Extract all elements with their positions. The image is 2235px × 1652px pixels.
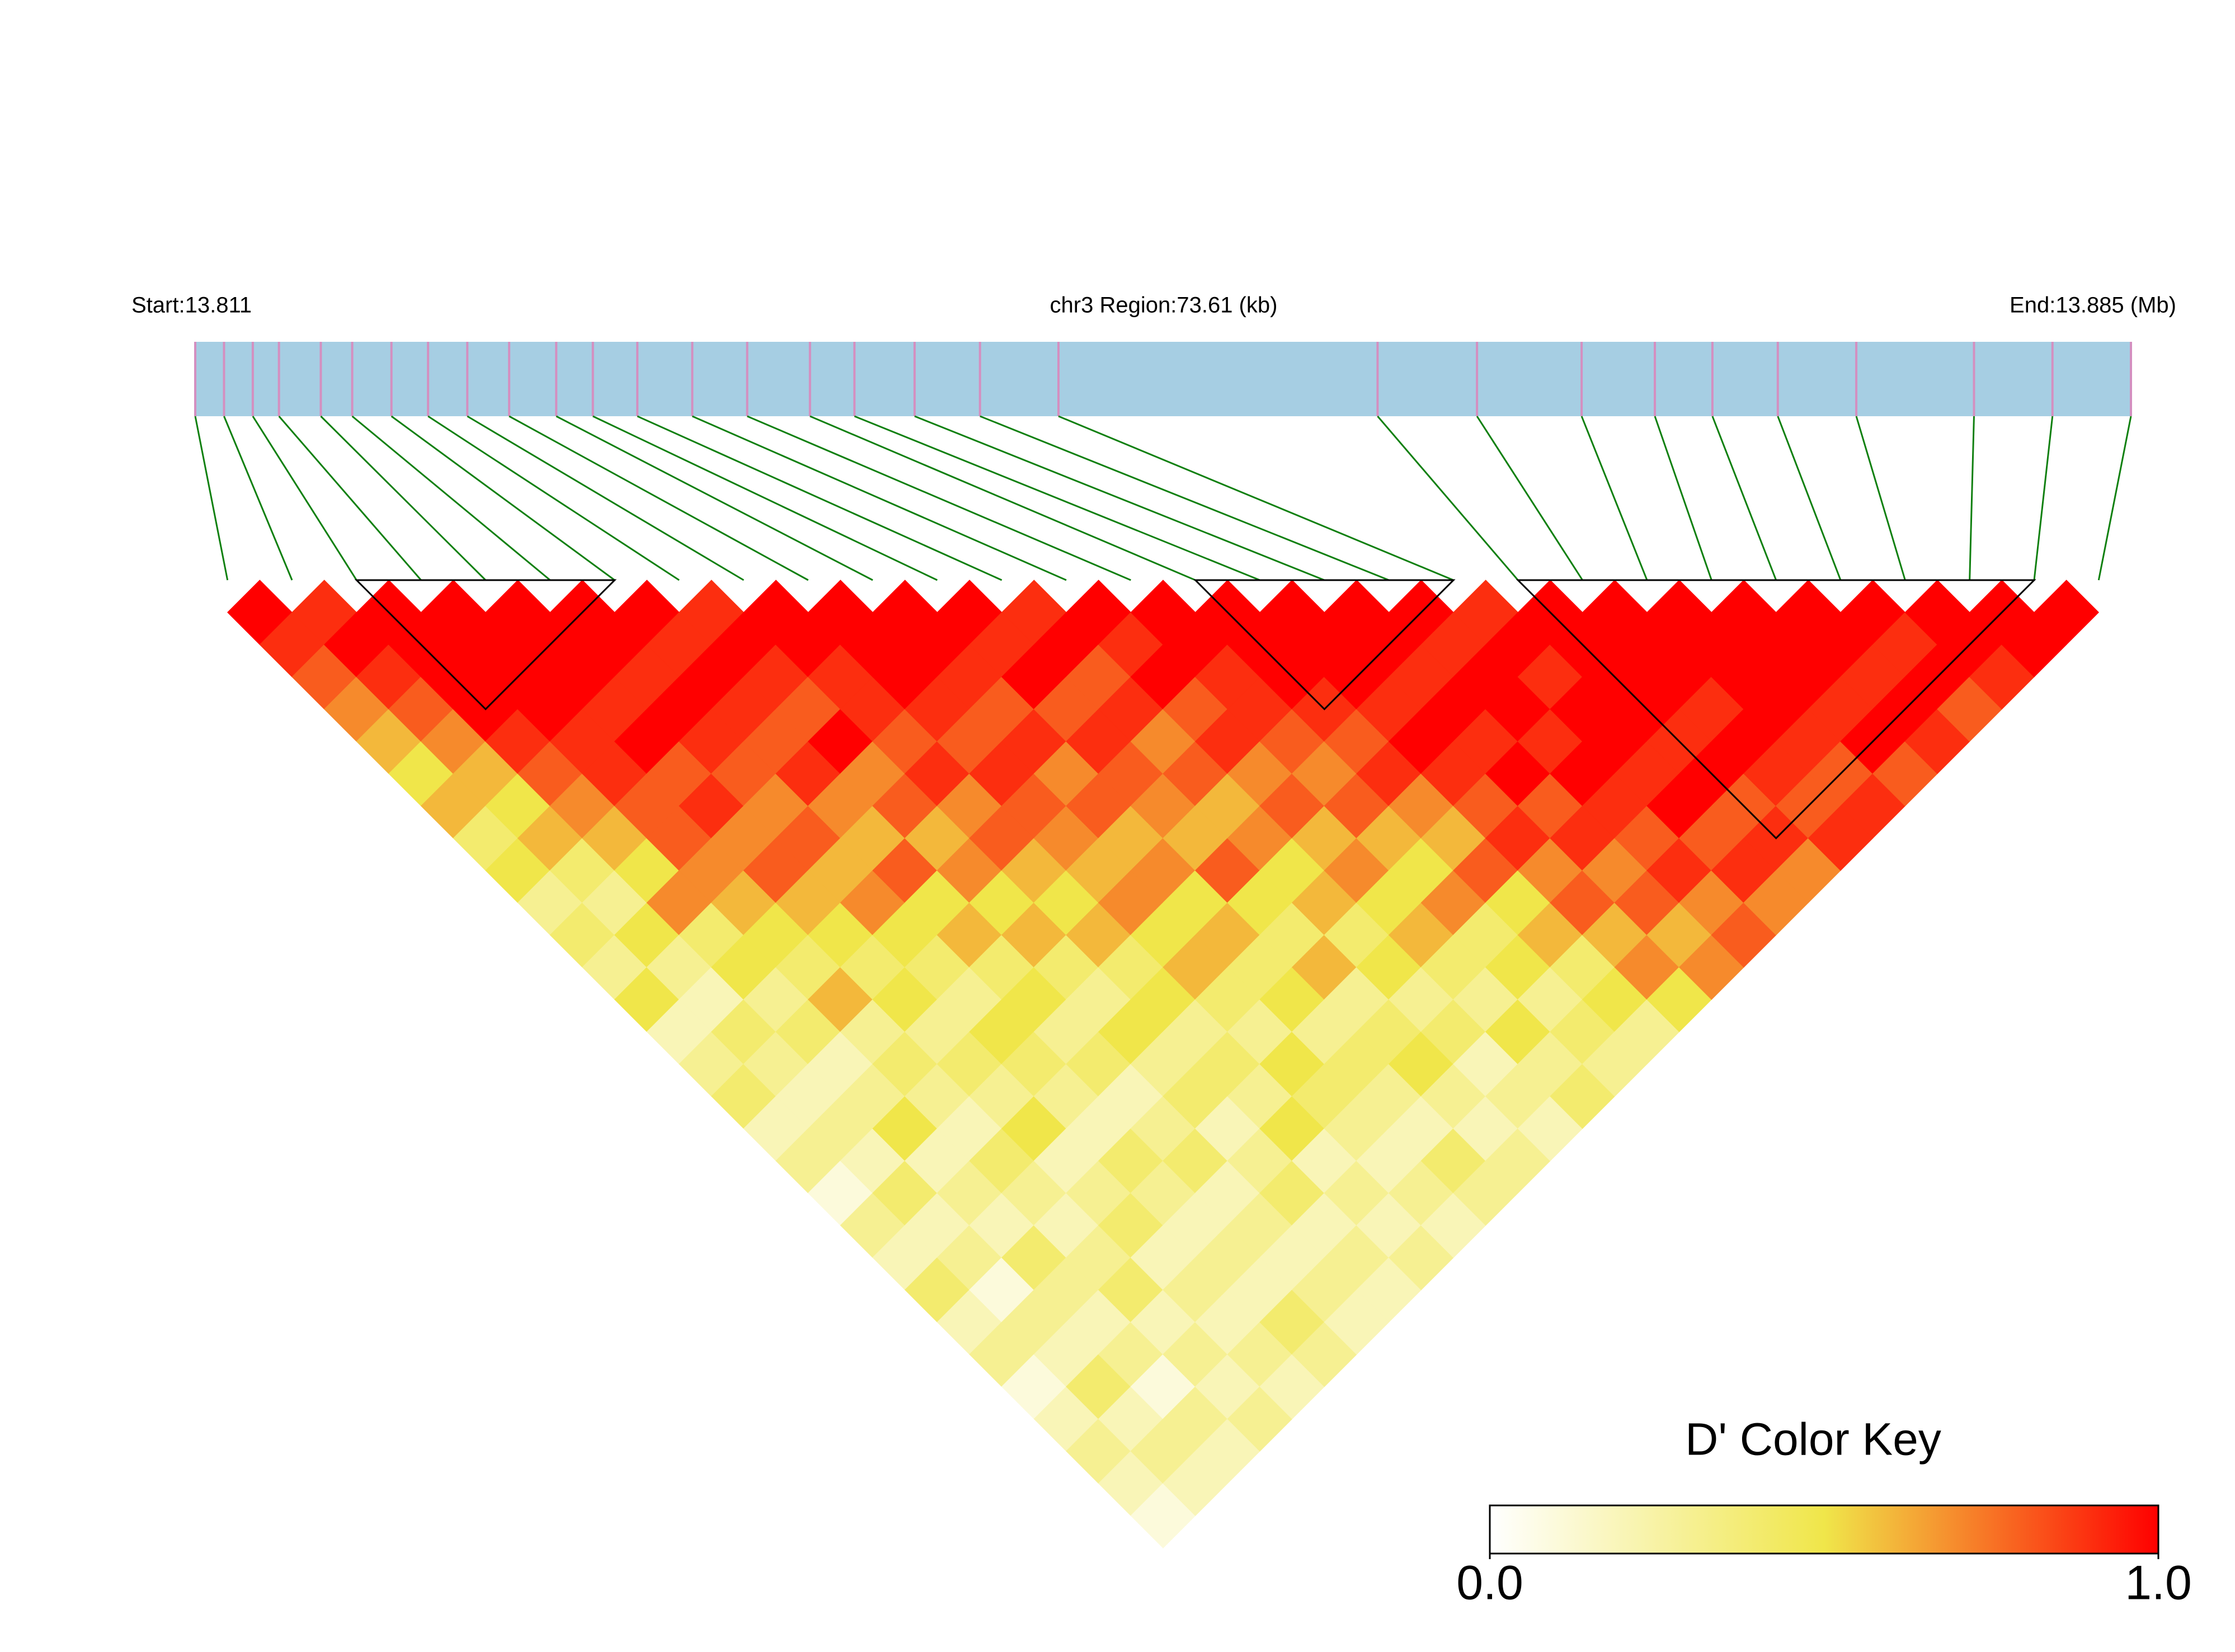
- color-key: [1489, 1504, 2159, 1555]
- snp-connector: [252, 416, 357, 581]
- snp-connector: [691, 415, 1067, 581]
- snp-connector: [509, 415, 809, 581]
- snp-connector: [1654, 416, 1712, 581]
- end-label: End:13.885 (Mb): [2010, 293, 2176, 318]
- color-key-title: D' Color Key: [1685, 1414, 1941, 1465]
- snp-connector: [223, 416, 293, 581]
- snp-connector: [980, 415, 1390, 581]
- snp-connector: [1855, 416, 1906, 581]
- snp-connector: [1580, 416, 1648, 581]
- ld-block: [1516, 579, 2036, 840]
- snp-connector: [2097, 416, 2132, 581]
- snp-connector: [637, 415, 1003, 581]
- snp-connector: [320, 415, 487, 581]
- snp-connector: [427, 415, 680, 581]
- snp-connector: [746, 415, 1131, 581]
- snp-connector: [1476, 416, 1583, 581]
- snp-connector: [1377, 416, 1519, 581]
- snp-connector: [854, 415, 1260, 581]
- snp-connector: [592, 415, 938, 581]
- region-bar: [195, 342, 2131, 416]
- snp-connector: [1969, 416, 1975, 581]
- snp-connector: [467, 415, 745, 581]
- snp-connector: [351, 415, 551, 581]
- snp-connector: [1777, 416, 1842, 581]
- ld-block: [354, 579, 617, 710]
- snp-connector: [810, 415, 1196, 581]
- start-label: Start:13.811: [131, 293, 252, 318]
- snp-connector: [1711, 416, 1777, 581]
- snp-connector: [556, 415, 873, 581]
- key-tick-label: 0.0: [1456, 1556, 1523, 1610]
- ld-cell: [2034, 580, 2100, 646]
- snp-connector: [390, 415, 615, 581]
- region-label: chr3 Region:73.61 (kb): [1050, 293, 1278, 318]
- ld-block: [1193, 579, 1456, 710]
- snp-connector: [1058, 415, 1454, 581]
- snp-connector: [194, 416, 229, 581]
- snp-connector: [278, 416, 422, 581]
- snp-connector: [2033, 416, 2054, 581]
- key-tick-label: 1.0: [2125, 1556, 2192, 1610]
- snp-connector: [914, 415, 1325, 581]
